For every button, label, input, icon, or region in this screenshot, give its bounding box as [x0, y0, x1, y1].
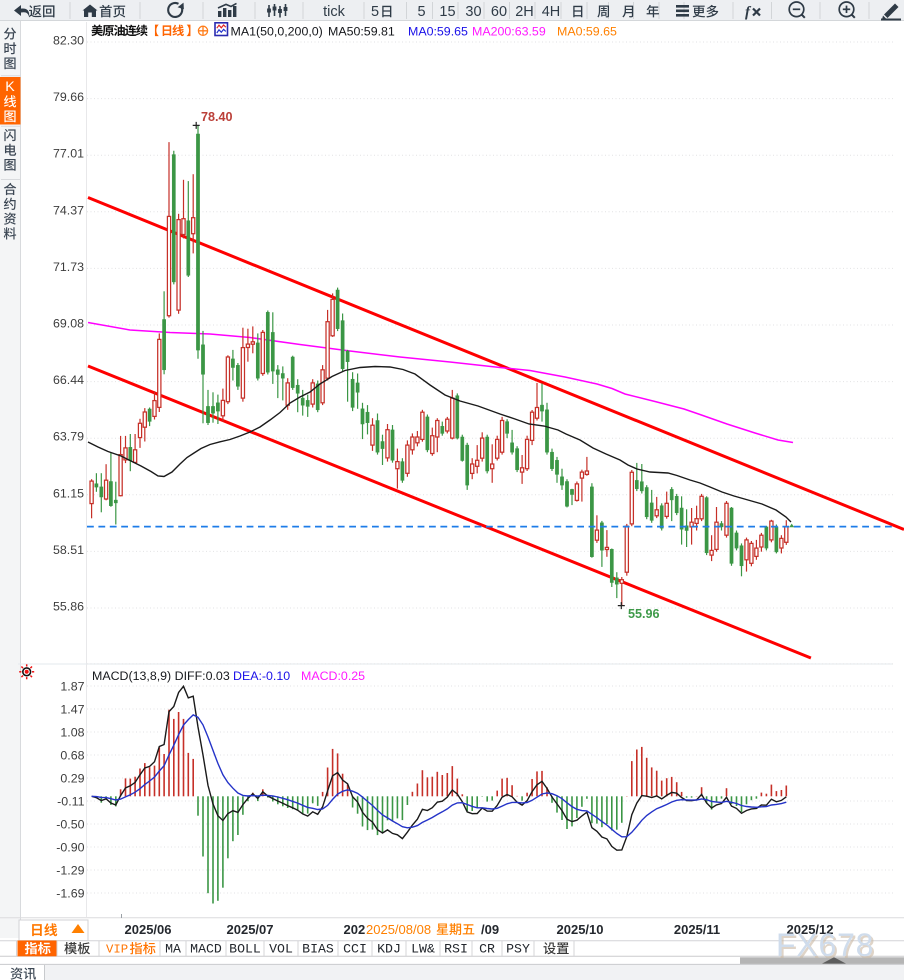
svg-text:15: 15 — [439, 4, 455, 20]
svg-text:2025/08/08: 2025/08/08 — [366, 922, 431, 937]
svg-text:2025/12: 2025/12 — [787, 922, 834, 937]
svg-text:-0.11: -0.11 — [57, 794, 84, 808]
svg-text:MA50:59.81: MA50:59.81 — [328, 25, 395, 39]
svg-text:FX678: FX678 — [778, 929, 876, 965]
svg-text:MA1(50,0,200,0): MA1(50,0,200,0) — [231, 25, 323, 39]
svg-text:0.29: 0.29 — [60, 771, 84, 785]
svg-text:MACD(13,8,9) DIFF:0.03: MACD(13,8,9) DIFF:0.03 — [92, 669, 230, 683]
svg-text:71.73: 71.73 — [53, 260, 84, 274]
svg-text:78.40: 78.40 — [201, 110, 233, 124]
svg-text:2H: 2H — [515, 4, 534, 20]
svg-text:MA0:59.65: MA0:59.65 — [557, 25, 617, 39]
svg-text:74.37: 74.37 — [53, 203, 84, 217]
svg-text:55.96: 55.96 — [628, 607, 660, 621]
svg-text:MA200:63.59: MA200:63.59 — [472, 25, 546, 39]
svg-text:63.79: 63.79 — [53, 430, 84, 444]
svg-text:-1.69: -1.69 — [56, 886, 84, 900]
svg-text:2025/10: 2025/10 — [557, 922, 604, 937]
svg-text:CR: CR — [479, 942, 495, 957]
svg-text:-1.29: -1.29 — [56, 863, 84, 877]
svg-text:BOLL: BOLL — [229, 942, 261, 957]
svg-text:60: 60 — [491, 4, 507, 20]
svg-text:f: f — [745, 5, 752, 21]
svg-text:RSI: RSI — [444, 942, 468, 957]
svg-text:DEA:-0.10: DEA:-0.10 — [233, 669, 290, 683]
svg-text:79.66: 79.66 — [53, 90, 84, 104]
svg-text:KDJ: KDJ — [377, 942, 401, 957]
svg-text:77.01: 77.01 — [53, 147, 84, 161]
svg-text:MA: MA — [165, 942, 181, 957]
svg-text:55.86: 55.86 — [53, 600, 84, 614]
svg-text:69.08: 69.08 — [53, 317, 84, 331]
svg-text:LW&: LW& — [411, 942, 435, 957]
svg-text:K: K — [5, 79, 15, 95]
svg-text:/09: /09 — [481, 922, 499, 937]
svg-text:58.51: 58.51 — [53, 543, 84, 557]
svg-text:82.30: 82.30 — [53, 34, 84, 48]
svg-text:VOL: VOL — [269, 942, 293, 957]
svg-text:1.47: 1.47 — [60, 702, 84, 716]
svg-text:30: 30 — [465, 4, 481, 20]
svg-text:VIP: VIP — [106, 943, 128, 957]
svg-text:MACD:0.25: MACD:0.25 — [301, 669, 365, 683]
svg-text:MACD: MACD — [190, 942, 222, 957]
svg-text:0.68: 0.68 — [60, 748, 84, 762]
svg-text:2025/06: 2025/06 — [125, 922, 172, 937]
svg-text:2025/07: 2025/07 — [227, 922, 274, 937]
svg-text:CCI: CCI — [343, 942, 367, 957]
svg-text:4H: 4H — [542, 4, 561, 20]
svg-text:MA0:59.65: MA0:59.65 — [408, 25, 468, 39]
svg-text:FX678: FX678 — [776, 927, 874, 963]
svg-text:5: 5 — [371, 4, 379, 20]
svg-text:PSY: PSY — [506, 942, 530, 957]
svg-text:tick: tick — [323, 4, 346, 20]
svg-text:1.08: 1.08 — [60, 725, 84, 739]
svg-text:2025/11: 2025/11 — [674, 922, 720, 937]
svg-text:5: 5 — [417, 4, 425, 20]
svg-text:-0.90: -0.90 — [56, 840, 84, 854]
svg-text:61.15: 61.15 — [53, 486, 84, 500]
svg-text:66.44: 66.44 — [53, 373, 84, 387]
svg-text:BIAS: BIAS — [302, 942, 334, 957]
svg-text:1.87: 1.87 — [60, 679, 84, 693]
svg-text:-0.50: -0.50 — [56, 817, 84, 831]
